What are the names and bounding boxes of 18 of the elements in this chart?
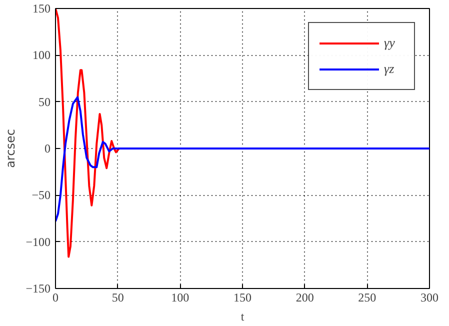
legend-label: γy bbox=[384, 35, 396, 51]
y-tick-label: −50 bbox=[32, 188, 51, 202]
x-axis-title: t bbox=[240, 310, 245, 324]
y-tick-label: 100 bbox=[32, 48, 50, 62]
y-tick-label: −100 bbox=[26, 234, 51, 249]
x-tick-label: 250 bbox=[358, 290, 376, 304]
x-tick-label: 150 bbox=[234, 290, 252, 304]
y-tick-label: 150 bbox=[32, 2, 50, 16]
x-tick-label: 50 bbox=[112, 290, 124, 304]
x-tick-label: 100 bbox=[171, 290, 190, 304]
y-tick-label: −150 bbox=[26, 282, 51, 296]
y-tick-label: 0 bbox=[44, 142, 50, 156]
x-tick-label: 300 bbox=[420, 290, 438, 304]
y-axis-title: arcsec bbox=[4, 129, 18, 168]
legend-label: γz bbox=[384, 61, 396, 77]
line-series bbox=[56, 96, 430, 222]
x-tick-label: 200 bbox=[296, 290, 314, 304]
y-tick-label: 50 bbox=[38, 94, 50, 109]
